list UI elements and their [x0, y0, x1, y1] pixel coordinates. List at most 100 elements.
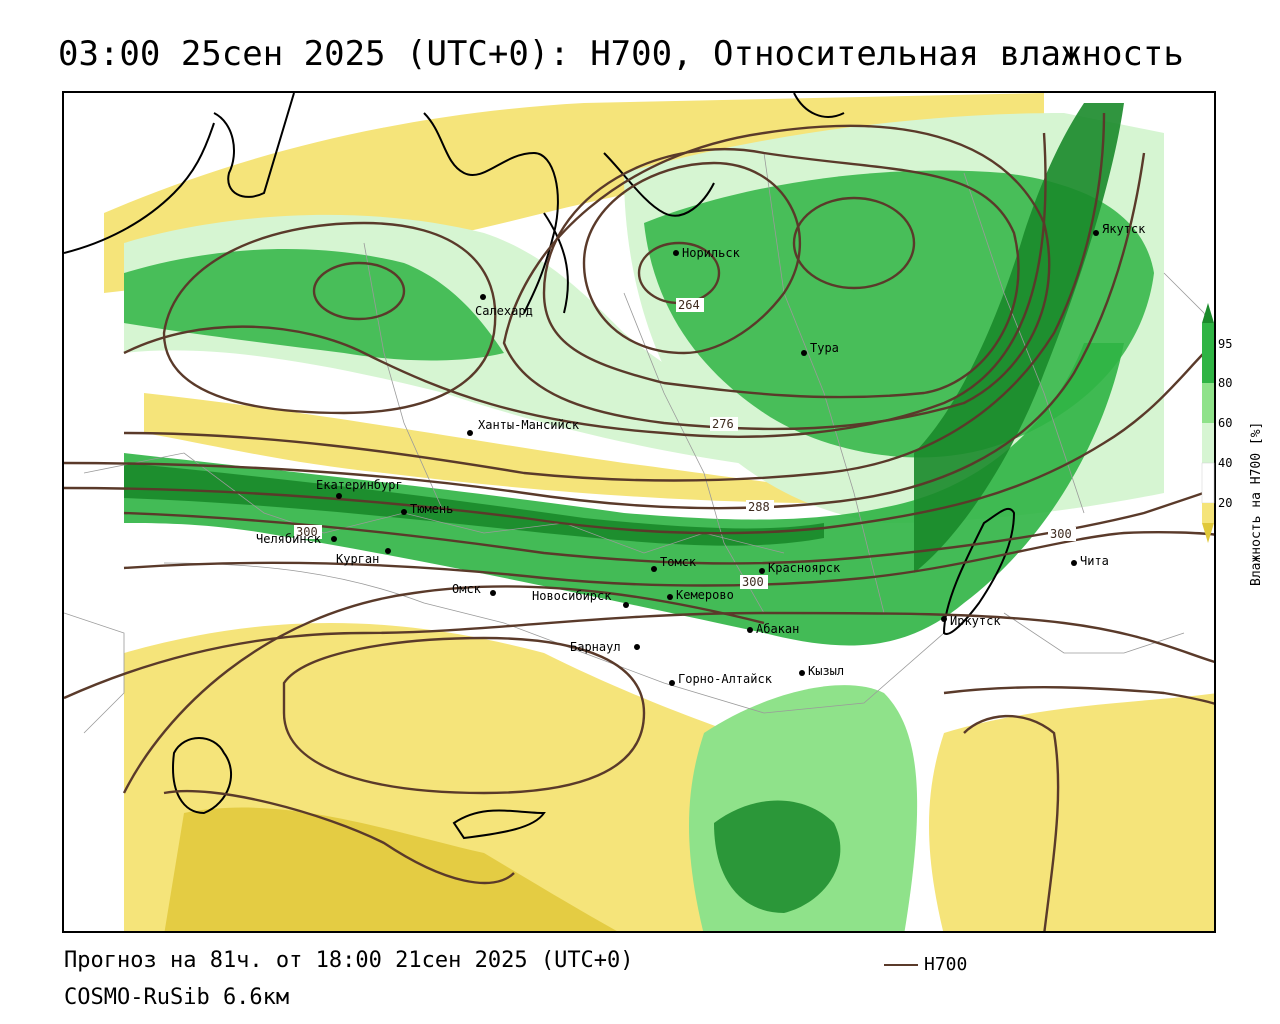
- city-dot-tyumen: [401, 509, 407, 515]
- contour-low-west: [312, 261, 406, 321]
- humidity-fill: [64, 93, 1214, 931]
- city-markers: Норильск Якутск Салехард Тура Ханты-Манс…: [256, 222, 1146, 686]
- humid-band-main: [124, 343, 1124, 646]
- city-dot-chita: [1071, 560, 1077, 566]
- humid-area-west: [124, 249, 504, 361]
- dry-band-mid: [144, 393, 824, 503]
- legend-tick-95: 95: [1218, 337, 1232, 351]
- city-label-kurgan: Курган: [336, 552, 379, 566]
- contour-south-oval: [282, 636, 646, 795]
- contour-southwest: [163, 789, 515, 885]
- city-dot-khanty-mansiysk: [467, 430, 473, 436]
- contour-legend: H700: [884, 954, 967, 975]
- legend-swatch-gt95: [1202, 303, 1214, 323]
- contour-label-300-west: 300: [296, 525, 318, 539]
- city-label-gorno-altaysk: Горно-Алтайск: [678, 672, 773, 686]
- city-dot-krasnoyarsk: [759, 568, 765, 574]
- forecast-info: Прогноз на 81ч. от 18:00 21сен 2025 (UTC…: [64, 948, 634, 973]
- legend-title: Влажность на H700 [%]: [1249, 422, 1264, 586]
- city-dot-tura: [801, 350, 807, 356]
- legend-swatch-20-40: [1201, 462, 1215, 504]
- balkhash-like-lake: [452, 809, 546, 840]
- contour-264: [582, 161, 802, 355]
- h700-contours: [64, 112, 1214, 931]
- coastlines: [64, 93, 1016, 840]
- legend-swatch-40-60: [1202, 423, 1214, 463]
- city-label-irkutsk: Иркутск: [950, 614, 1001, 628]
- city-dot-kyzyl: [799, 670, 805, 676]
- legend-colorbar: 95 80 60 40 20: [1201, 303, 1232, 543]
- contour-label-group: 264 276 288 300 300 300: [294, 298, 1076, 589]
- contour-low-tura: [792, 196, 916, 290]
- model-info: COSMO-RuSib 6.6км: [64, 985, 290, 1010]
- city-dot-yekaterinburg: [336, 493, 342, 499]
- city-label-tomsk: Томск: [660, 555, 697, 569]
- city-label-barnaul: Барнаул: [570, 640, 621, 654]
- contour-300-b: [64, 611, 1214, 700]
- city-label-salekhard: Салехард: [475, 304, 533, 318]
- city-dot-novosibirsk: [623, 602, 629, 608]
- city-label-chelyabinsk: Челябинск: [256, 532, 322, 546]
- contour-southeast: [963, 714, 1060, 931]
- city-label-krasnoyarsk: Красноярск: [768, 561, 841, 575]
- city-label-chita: Чита: [1080, 554, 1109, 568]
- contour-north-2: [542, 148, 1020, 399]
- city-dot-chelyabinsk: [331, 536, 337, 542]
- city-dot-gorno-altaysk: [669, 680, 675, 686]
- contour-label-288: 288: [748, 500, 770, 514]
- legend-tick-60: 60: [1218, 416, 1232, 430]
- contour-legend-line-icon: [884, 963, 918, 966]
- legend-swatch-0-20: [1202, 503, 1214, 523]
- dry-area-southeast: [929, 693, 1214, 931]
- contour-288: [64, 152, 1146, 510]
- city-label-tyumen: Тюмень: [410, 502, 453, 516]
- contour-276: [123, 132, 1047, 438]
- city-dot-omsk: [490, 590, 496, 596]
- city-dot-irkutsk: [941, 616, 947, 622]
- city-label-kyzyl: Кызыл: [808, 664, 844, 678]
- contour-band-3: [123, 488, 1214, 565]
- contour-label-264: 264: [678, 298, 700, 312]
- city-label-abakan: Абакан: [756, 622, 799, 636]
- contour-label-276: 276: [712, 417, 734, 431]
- legend-swatch-60-80: [1202, 383, 1214, 423]
- city-dot-norilsk: [673, 250, 679, 256]
- humidity-map: 264 276 288 300 300 300 Норильск Якутск …: [64, 93, 1214, 931]
- contour-300-a: [123, 530, 1214, 587]
- contour-north-3: [502, 124, 1051, 431]
- city-label-yekaterinburg: Екатеринбург: [316, 478, 403, 492]
- city-dot-barnaul: [634, 644, 640, 650]
- legend-tick-40: 40: [1218, 456, 1232, 470]
- caspian-like-lake: [172, 737, 233, 815]
- very-humid-band: [124, 463, 824, 546]
- contour-label-300-center: 300: [742, 575, 764, 589]
- legend-tick-20: 20: [1218, 496, 1232, 510]
- contour-label-300-east: 300: [1050, 527, 1072, 541]
- legend-swatch-lt20: [1202, 523, 1214, 543]
- contour-band-1: [123, 112, 1106, 482]
- contour-east-shallow: [943, 686, 1214, 705]
- map-panel[interactable]: 264 276 288 300 300 300 Норильск Якутск …: [62, 91, 1216, 933]
- contour-west-outer: [162, 221, 497, 415]
- city-label-norilsk: Норильск: [682, 246, 741, 260]
- legend-title-wrap: Влажность на H700 [%]: [1246, 350, 1266, 590]
- city-dot-salekhard: [480, 294, 486, 300]
- dry-area-south-dark: [164, 807, 617, 931]
- city-label-yakutsk: Якутск: [1102, 222, 1146, 236]
- city-label-omsk: Омск: [452, 582, 482, 596]
- contour-band-2: [64, 352, 1205, 535]
- baikal-lake: [942, 507, 1016, 635]
- legend-swatch-80-95: [1202, 323, 1214, 383]
- city-dot-abakan: [747, 627, 753, 633]
- humidity-legend: 95 80 60 40 20: [1198, 303, 1268, 593]
- city-dot-tomsk: [651, 566, 657, 572]
- contour-legend-label: H700: [924, 954, 968, 975]
- very-humid-east: [914, 103, 1124, 573]
- city-dot-kurgan: [385, 548, 391, 554]
- city-label-novosibirsk: Новосибирск: [532, 589, 612, 603]
- city-label-khanty-mansiysk: Ханты-Мансийск: [478, 418, 580, 432]
- legend-tick-80: 80: [1218, 376, 1232, 390]
- map-title: 03:00 25сен 2025 (UTC+0): H700, Относите…: [58, 34, 1184, 74]
- city-dot-kemerovo: [667, 594, 673, 600]
- humid-area-southeast-dark: [714, 800, 841, 913]
